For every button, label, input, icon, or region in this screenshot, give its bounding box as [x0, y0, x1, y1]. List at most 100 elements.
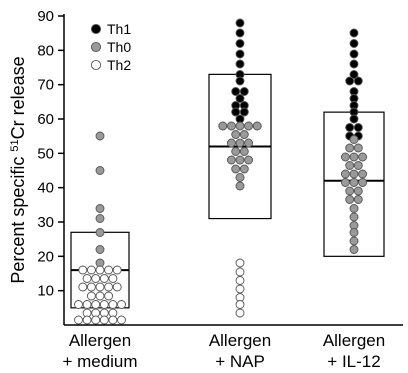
data-point-th0 — [235, 121, 245, 131]
x-tick-label-line1: Allergen — [69, 331, 131, 350]
data-point-th1 — [231, 87, 241, 96]
data-point-th2 — [82, 274, 92, 283]
data-point-th1 — [231, 107, 241, 117]
data-point-th0 — [235, 138, 245, 148]
data-point-th1 — [235, 49, 245, 59]
data-point-th2 — [86, 265, 96, 275]
data-point-th2 — [91, 315, 101, 325]
legend-label: Th0 — [107, 39, 131, 55]
data-point-th2 — [99, 300, 109, 309]
legend-label: Th2 — [107, 57, 131, 73]
data-point-th0 — [340, 152, 350, 162]
data-point-th0 — [358, 178, 368, 187]
data-point-th2 — [235, 258, 245, 268]
y-tick-label: 80 — [37, 42, 54, 59]
y-tick-label: 90 — [37, 8, 54, 25]
data-point-th0 — [95, 204, 105, 213]
y-tick-label: 40 — [37, 180, 54, 197]
x-tick-labels: Allergen + medium Allergen + NAP Allergen + I… — [62, 331, 385, 371]
data-point-th0 — [340, 178, 350, 187]
data-point-th2 — [82, 315, 92, 325]
data-point-th2 — [91, 300, 101, 309]
data-point-th2 — [74, 300, 83, 309]
data-point-th2 — [117, 315, 126, 325]
data-point-th0 — [353, 195, 363, 204]
data-point-th2 — [235, 267, 245, 277]
data-point-th0 — [252, 121, 262, 131]
y-tick-label: 20 — [37, 248, 54, 265]
data-point-th1 — [235, 18, 245, 28]
data-point-th2 — [91, 274, 101, 283]
data-point-th1 — [239, 107, 249, 117]
data-point-th0 — [345, 186, 355, 196]
data-point-th2 — [104, 265, 114, 275]
data-point-th0 — [345, 195, 355, 204]
x-axis: Allergen + medium Allergen + NAP Allergen + I… — [62, 324, 403, 371]
data-point-th2 — [95, 282, 105, 292]
data-point-th0 — [353, 186, 363, 196]
data-point-th2 — [95, 291, 105, 301]
plot-area — [70, 18, 385, 325]
y-ticks: 10 20 30 40 50 60 70 80 90 — [37, 8, 64, 300]
y-axis-label-suffix: Cr release — [8, 56, 28, 139]
data-point-th1 — [345, 123, 355, 132]
data-point-th0 — [235, 173, 245, 182]
data-point-th2 — [235, 308, 245, 318]
data-point-th0 — [340, 169, 350, 179]
data-point-th0 — [218, 121, 228, 131]
data-point-th0 — [235, 181, 245, 191]
data-point-th2 — [99, 274, 109, 283]
data-point-th2 — [112, 265, 122, 275]
x-tick-label-line1: Allergen — [209, 331, 271, 350]
data-point-th2 — [117, 300, 126, 309]
data-point-th0 — [235, 155, 245, 165]
data-point-th0 — [231, 147, 241, 156]
y-axis-label: Percent specific 51Cr release — [8, 56, 28, 283]
data-point-th2 — [78, 265, 88, 275]
data-point-th0 — [349, 135, 359, 144]
x-tick-label-line1: Allergen — [323, 331, 385, 350]
data-point-th1 — [353, 123, 363, 132]
data-point-th2 — [108, 300, 118, 309]
data-point-th1 — [349, 70, 359, 79]
data-point-th2 — [112, 282, 122, 292]
data-point-th0 — [95, 131, 105, 141]
data-point-th2 — [104, 282, 114, 292]
y-tick-label: 50 — [37, 145, 54, 162]
data-point-th0 — [95, 228, 105, 237]
data-point-th0 — [345, 161, 355, 170]
data-point-th1 — [345, 76, 355, 86]
data-point-th2 — [99, 315, 109, 325]
data-point-th0 — [349, 178, 359, 187]
data-point-th1 — [349, 59, 359, 69]
data-point-th1 — [239, 87, 249, 96]
y-axis: 10 20 30 40 50 60 70 80 90 Percent specific 51Cr… — [8, 8, 65, 325]
y-axis-label-main: Percent specific — [8, 157, 28, 284]
data-point-th1 — [349, 28, 359, 38]
data-point-th0 — [358, 152, 368, 162]
data-point-th0 — [349, 212, 359, 222]
data-point-th0 — [226, 138, 236, 148]
data-point-th2 — [235, 276, 245, 285]
legend-marker — [90, 41, 102, 53]
data-point-th1 — [349, 49, 359, 59]
y-tick-label: 10 — [37, 283, 54, 300]
data-point-th0 — [244, 138, 254, 148]
data-point-th0 — [345, 143, 355, 153]
data-point-th1 — [349, 39, 359, 48]
x-tick-label-line2: + NAP — [215, 352, 265, 371]
data-point-th0 — [226, 155, 236, 165]
y-tick-label: 30 — [37, 214, 54, 231]
data-point-th0 — [95, 245, 105, 254]
legend-marker — [90, 23, 102, 35]
data-point-th0 — [244, 155, 254, 165]
legend-label: Th1 — [107, 21, 131, 37]
data-point-th2 — [235, 284, 245, 294]
legend-marker — [90, 59, 102, 71]
data-point-th1 — [235, 76, 245, 86]
legend: Th1 Th0 Th2 — [90, 21, 131, 73]
data-point-th1 — [349, 114, 359, 124]
data-point-th2 — [235, 300, 245, 309]
data-point-th0 — [231, 164, 241, 174]
y-axis-label-superscript: 51 — [9, 139, 21, 151]
